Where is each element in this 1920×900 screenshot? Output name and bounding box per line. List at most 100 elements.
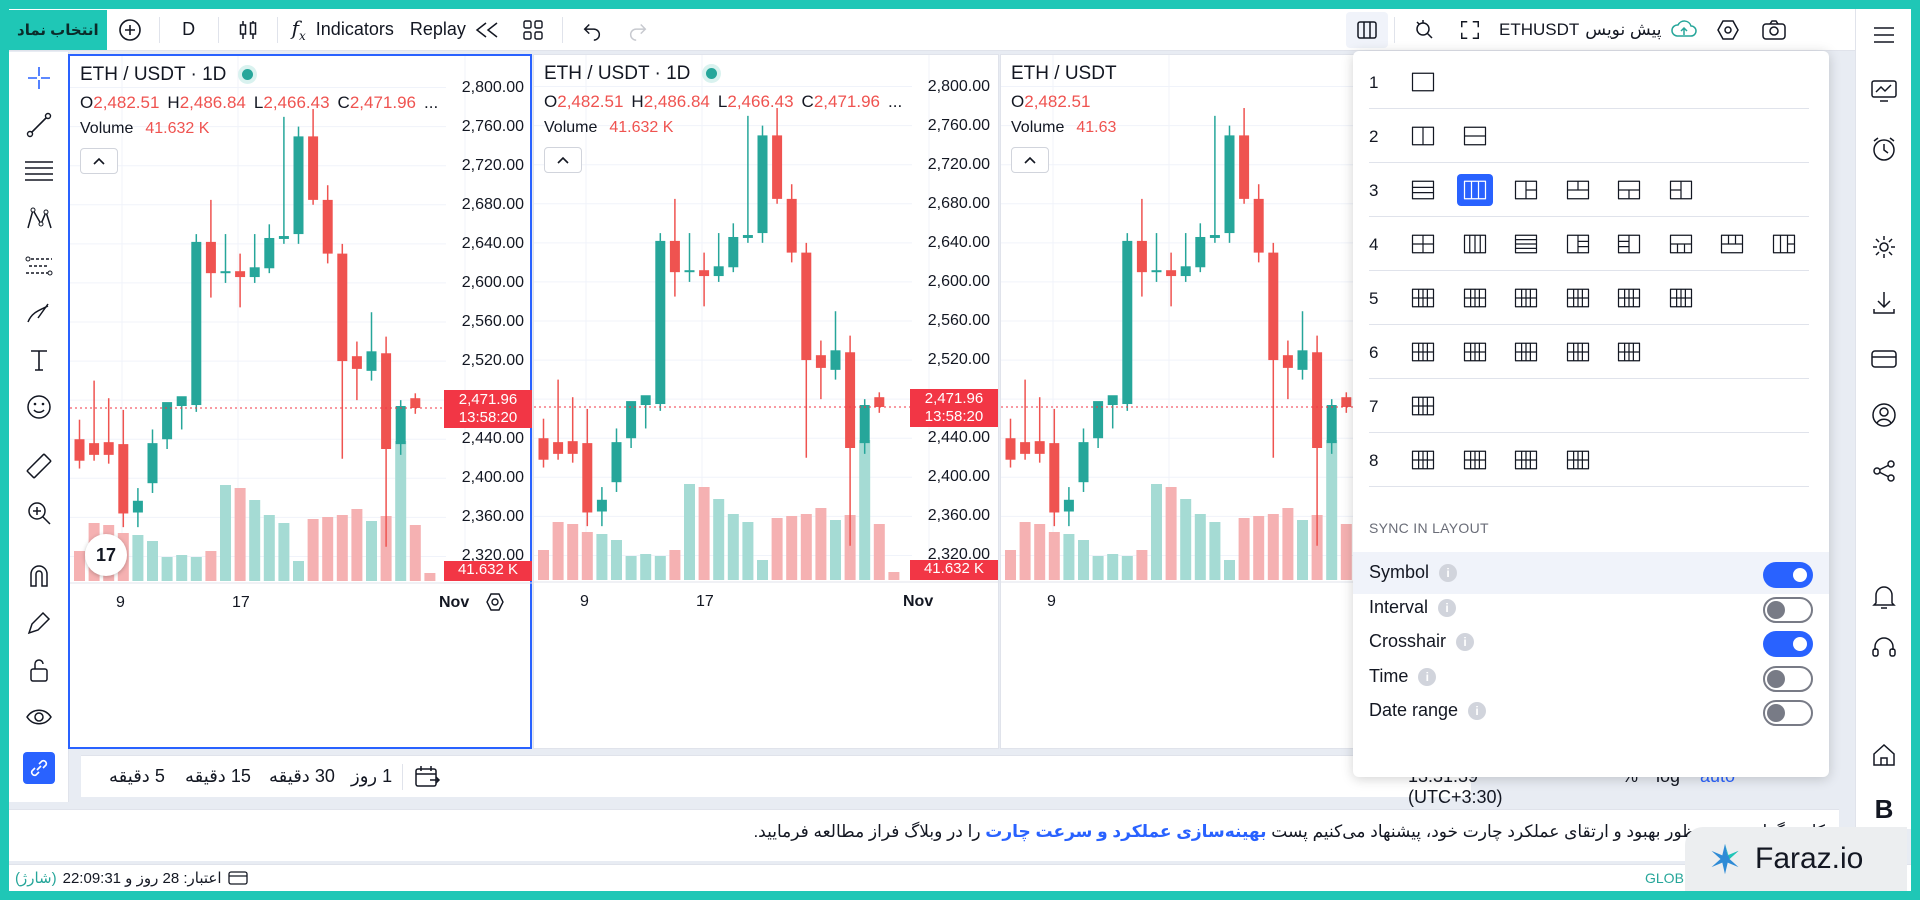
- info-icon[interactable]: i: [1468, 702, 1487, 721]
- magnet-tool[interactable]: [23, 560, 55, 592]
- layout-option[interactable]: [1405, 66, 1441, 98]
- layout-option[interactable]: [1405, 336, 1441, 368]
- ruler-tool[interactable]: [23, 450, 55, 482]
- layout-option[interactable]: [1508, 444, 1544, 476]
- alerts-button[interactable]: [1868, 133, 1900, 165]
- layout-option[interactable]: [1611, 336, 1647, 368]
- layout-option[interactable]: [1714, 228, 1750, 260]
- quick-search-button[interactable]: [1401, 9, 1447, 51]
- pattern-tool[interactable]: [23, 203, 55, 235]
- sync-toggle[interactable]: [1763, 665, 1813, 692]
- credit-status[interactable]: اعتبار: 28 روز و 22:09:31 (شارژ): [15, 869, 248, 887]
- layout-option[interactable]: [1457, 228, 1493, 260]
- sync-toggle[interactable]: [1763, 700, 1813, 726]
- info-icon[interactable]: i: [1438, 598, 1457, 617]
- layout-option[interactable]: [1663, 282, 1699, 314]
- layout-option[interactable]: [1405, 120, 1441, 152]
- tv-logo-icon[interactable]: 17: [85, 534, 127, 576]
- layout-option[interactable]: [1405, 228, 1441, 260]
- interval-button[interactable]: D: [182, 19, 196, 39]
- zoom-tool[interactable]: [23, 497, 55, 529]
- banner-link[interactable]: بهینه‌سازی عملکرد و سرعت چارت: [985, 822, 1267, 841]
- layout-option[interactable]: [1766, 228, 1802, 260]
- layout-option[interactable]: [1508, 174, 1544, 206]
- sync-toggle[interactable]: [1763, 562, 1813, 588]
- settings-hex-button[interactable]: [1705, 9, 1751, 51]
- lock-tool[interactable]: [23, 654, 55, 686]
- add-symbol-button[interactable]: [107, 9, 153, 51]
- goto-date-button[interactable]: [413, 764, 441, 795]
- fullscreen-button[interactable]: [1447, 9, 1493, 51]
- layout-option[interactable]: [1508, 228, 1544, 260]
- home-button[interactable]: [1868, 739, 1900, 771]
- watchlist-button[interactable]: [1868, 75, 1900, 107]
- layout-option[interactable]: [1405, 282, 1441, 314]
- blog-button[interactable]: B: [1868, 793, 1900, 825]
- sync-toggle[interactable]: [1763, 631, 1813, 657]
- collapse-legend-button[interactable]: [1011, 147, 1049, 173]
- projection-tool[interactable]: [23, 250, 55, 282]
- chart-pane[interactable]: ETH / USDT · 1D O2,482.51 H2,486.84 L2,466.…: [533, 54, 1000, 749]
- brush-tool[interactable]: [23, 297, 55, 329]
- emoji-tool[interactable]: [23, 391, 55, 423]
- chart-layout-name[interactable]: ETHUSDT پیش نویس: [1493, 9, 1705, 51]
- sync-row[interactable]: Symbol i: [1353, 552, 1829, 594]
- undo-button[interactable]: [569, 9, 615, 51]
- chart-pane[interactable]: ETH / USDT · 1D O2,482.51 H2,486.84 L2,466.…: [68, 54, 534, 749]
- layout-option[interactable]: [1560, 336, 1596, 368]
- timeframe-1d[interactable]: 1 روز: [351, 766, 393, 786]
- timeframe-5m[interactable]: 5 دقیقه: [109, 766, 165, 786]
- layout-option[interactable]: [1457, 120, 1493, 152]
- pane-settings-button[interactable]: [484, 591, 506, 618]
- stay-in-drawing-tool[interactable]: [23, 607, 55, 639]
- price-chart[interactable]: [70, 56, 534, 656]
- pane-title[interactable]: ETH / USDT · 1D: [80, 64, 254, 86]
- layout-option[interactable]: [1663, 228, 1699, 260]
- layout-option[interactable]: [1457, 336, 1493, 368]
- download-button[interactable]: [1868, 287, 1900, 319]
- sync-row[interactable]: Date range i: [1353, 690, 1829, 732]
- chart-pane[interactable]: ETH / USDT O2,482.51 Volume 41.63 9: [1000, 54, 1361, 749]
- fib-tool[interactable]: [23, 156, 55, 188]
- trend-line-tool[interactable]: [23, 109, 55, 141]
- layout-option[interactable]: [1560, 444, 1596, 476]
- layout-option[interactable]: [1405, 390, 1441, 422]
- layout-option[interactable]: [1405, 444, 1441, 476]
- sync-row[interactable]: Crosshair i: [1353, 621, 1829, 663]
- layout-option[interactable]: [1611, 228, 1647, 260]
- charge-link[interactable]: (شارژ): [15, 870, 57, 887]
- layout-option[interactable]: [1457, 282, 1493, 314]
- layout-option[interactable]: [1456, 174, 1493, 206]
- info-icon[interactable]: i: [1418, 667, 1437, 686]
- layout-option[interactable]: [1457, 444, 1493, 476]
- price-chart[interactable]: [534, 55, 1000, 655]
- settings-button[interactable]: [1868, 231, 1900, 263]
- info-icon[interactable]: i: [1456, 633, 1475, 652]
- pane-title[interactable]: ETH / USDT: [1011, 63, 1117, 85]
- layout-option[interactable]: [1560, 282, 1596, 314]
- symbol-select-tab[interactable]: انتخاب نماد: [9, 9, 107, 50]
- collapse-legend-button[interactable]: [80, 148, 118, 174]
- wallet-button[interactable]: [1868, 343, 1900, 375]
- layout-option[interactable]: [1508, 282, 1544, 314]
- layout-option[interactable]: [1663, 174, 1699, 206]
- sync-drawings-tool[interactable]: [23, 752, 55, 784]
- timeframe-30m[interactable]: 30 دقیقه: [269, 766, 335, 786]
- notifications-button[interactable]: [1868, 581, 1900, 613]
- menu-button[interactable]: [1868, 19, 1900, 51]
- text-tool[interactable]: [23, 344, 55, 376]
- info-icon[interactable]: i: [1439, 564, 1458, 583]
- timeframe-15m[interactable]: 15 دقیقه: [185, 766, 251, 786]
- hide-tool[interactable]: [23, 701, 55, 733]
- share-button[interactable]: [1868, 455, 1900, 487]
- pane-title[interactable]: ETH / USDT · 1D: [544, 63, 718, 85]
- layout-option[interactable]: [1508, 336, 1544, 368]
- layout-option[interactable]: [1560, 174, 1596, 206]
- support-button[interactable]: [1868, 631, 1900, 663]
- sync-row[interactable]: Time i: [1353, 656, 1829, 698]
- profile-button[interactable]: [1868, 399, 1900, 431]
- layout-option[interactable]: [1611, 282, 1647, 314]
- indicators-button[interactable]: fx Indicators: [284, 9, 402, 51]
- screenshot-button[interactable]: [1751, 9, 1797, 51]
- layout-button[interactable]: [1346, 12, 1388, 48]
